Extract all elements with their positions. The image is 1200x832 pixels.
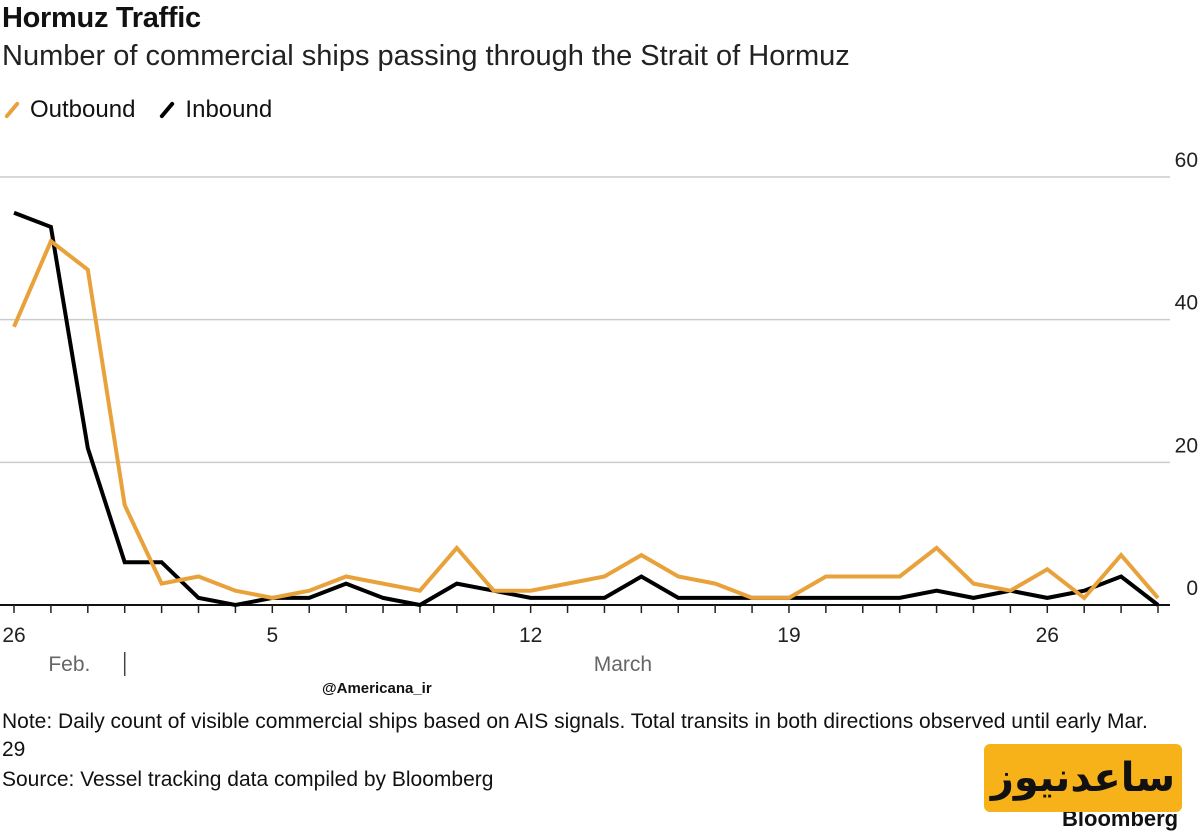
chart-subtitle: Number of commercial ships passing throu…: [2, 40, 850, 72]
legend-label-inbound: Inbound: [185, 96, 273, 123]
chart-title: Hormuz Traffic: [2, 2, 201, 34]
series-line-outbound: [12, 238, 1160, 601]
legend-item-outbound: Outbound: [4, 96, 136, 124]
y-tick-label-20: 20: [1175, 434, 1198, 457]
y-tick-label-0: 0: [1186, 577, 1198, 600]
credit-handle: @Americana_ir: [322, 680, 432, 697]
x-tick-label-12: 12: [519, 624, 542, 647]
series-line-inbound: [13, 210, 1160, 608]
x-tick-label-26: 26: [2, 624, 25, 647]
line-chart: 0 20 40 60 26 5 12 19 26 Feb. March: [0, 149, 1198, 676]
y-tick-label-60: 60: [1175, 149, 1198, 172]
y-tick-label-40: 40: [1175, 292, 1198, 315]
legend-label-outbound: Outbound: [30, 96, 136, 123]
x-tick-label-19: 19: [777, 624, 800, 647]
watermark-logo: ساعدنیوز: [984, 744, 1182, 812]
month-label-march: March: [594, 653, 652, 676]
chart-note: Note: Daily count of visible commercial …: [2, 710, 1148, 761]
x-tick-label-26: 26: [1036, 624, 1059, 647]
legend: Outbound Inbound: [4, 96, 298, 124]
x-tick-label-5: 5: [266, 624, 278, 647]
month-label-feb: Feb.: [48, 653, 90, 676]
legend-item-inbound: Inbound: [159, 96, 273, 124]
chart-source: Source: Vessel tracking data compiled by…: [2, 768, 494, 791]
